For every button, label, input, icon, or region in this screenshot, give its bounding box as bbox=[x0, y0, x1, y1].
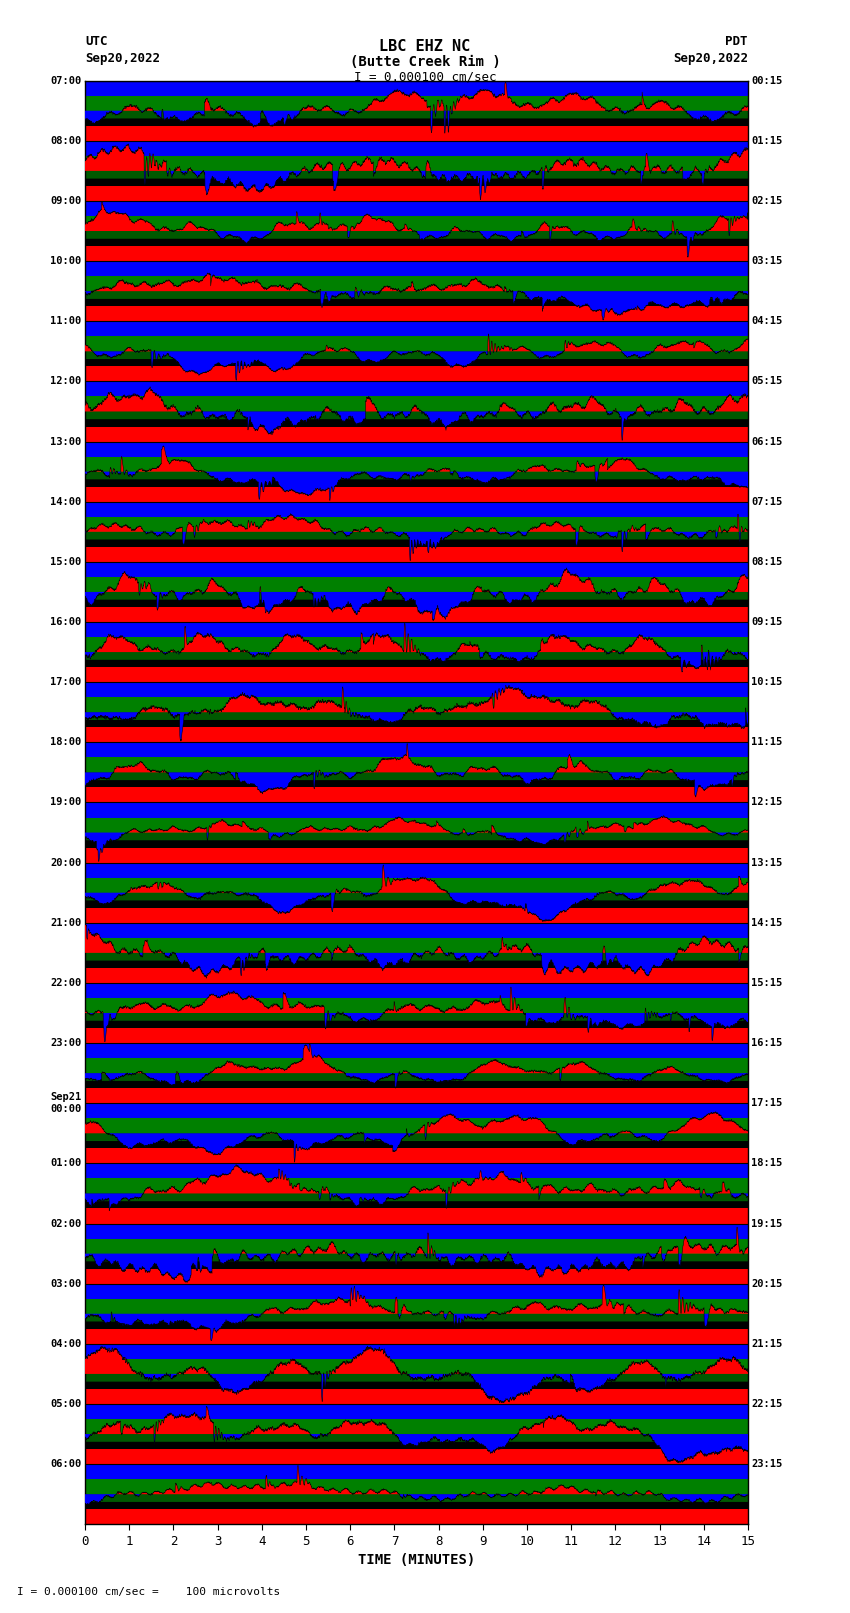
Text: 16:15: 16:15 bbox=[751, 1039, 783, 1048]
Text: 18:00: 18:00 bbox=[50, 737, 82, 747]
Text: 06:15: 06:15 bbox=[751, 437, 783, 447]
Text: 07:00: 07:00 bbox=[50, 76, 82, 85]
Text: UTC: UTC bbox=[85, 35, 107, 48]
Text: 03:00: 03:00 bbox=[50, 1279, 82, 1289]
X-axis label: TIME (MINUTES): TIME (MINUTES) bbox=[358, 1553, 475, 1568]
Text: 03:15: 03:15 bbox=[751, 256, 783, 266]
Text: LBC EHZ NC: LBC EHZ NC bbox=[379, 39, 471, 53]
Text: 01:00: 01:00 bbox=[50, 1158, 82, 1168]
Text: 07:15: 07:15 bbox=[751, 497, 783, 506]
Text: Sep20,2022: Sep20,2022 bbox=[85, 52, 160, 65]
Text: 20:15: 20:15 bbox=[751, 1279, 783, 1289]
Text: 14:15: 14:15 bbox=[751, 918, 783, 927]
Text: 19:00: 19:00 bbox=[50, 797, 82, 808]
Text: (Butte Creek Rim ): (Butte Creek Rim ) bbox=[349, 55, 501, 69]
Text: 14:00: 14:00 bbox=[50, 497, 82, 506]
Text: Sep20,2022: Sep20,2022 bbox=[673, 52, 748, 65]
Text: 04:00: 04:00 bbox=[50, 1339, 82, 1348]
Text: 04:15: 04:15 bbox=[751, 316, 783, 326]
Text: 17:15: 17:15 bbox=[751, 1098, 783, 1108]
Text: 10:15: 10:15 bbox=[751, 677, 783, 687]
Text: 06:00: 06:00 bbox=[50, 1460, 82, 1469]
Text: 02:00: 02:00 bbox=[50, 1218, 82, 1229]
Text: 11:15: 11:15 bbox=[751, 737, 783, 747]
Text: 15:00: 15:00 bbox=[50, 556, 82, 566]
Text: 09:15: 09:15 bbox=[751, 618, 783, 627]
Text: 12:15: 12:15 bbox=[751, 797, 783, 808]
Text: 09:00: 09:00 bbox=[50, 195, 82, 206]
Text: 23:00: 23:00 bbox=[50, 1039, 82, 1048]
Text: 16:00: 16:00 bbox=[50, 618, 82, 627]
Text: 18:15: 18:15 bbox=[751, 1158, 783, 1168]
Text: 17:00: 17:00 bbox=[50, 677, 82, 687]
Text: 01:15: 01:15 bbox=[751, 135, 783, 145]
Text: 13:00: 13:00 bbox=[50, 437, 82, 447]
Text: 23:15: 23:15 bbox=[751, 1460, 783, 1469]
Text: 11:00: 11:00 bbox=[50, 316, 82, 326]
Text: 21:00: 21:00 bbox=[50, 918, 82, 927]
Text: 00:15: 00:15 bbox=[751, 76, 783, 85]
Text: 08:00: 08:00 bbox=[50, 135, 82, 145]
Text: I = 0.000100 cm/sec: I = 0.000100 cm/sec bbox=[354, 71, 496, 84]
Text: 22:15: 22:15 bbox=[751, 1398, 783, 1410]
Text: 19:15: 19:15 bbox=[751, 1218, 783, 1229]
Text: 20:00: 20:00 bbox=[50, 858, 82, 868]
Text: 02:15: 02:15 bbox=[751, 195, 783, 206]
Text: 15:15: 15:15 bbox=[751, 977, 783, 987]
Text: Sep21
00:00: Sep21 00:00 bbox=[50, 1092, 82, 1115]
Text: 12:00: 12:00 bbox=[50, 376, 82, 387]
Text: 08:15: 08:15 bbox=[751, 556, 783, 566]
Text: 22:00: 22:00 bbox=[50, 977, 82, 987]
Text: I = 0.000100 cm/sec =    100 microvolts: I = 0.000100 cm/sec = 100 microvolts bbox=[17, 1587, 280, 1597]
Text: 05:15: 05:15 bbox=[751, 376, 783, 387]
Text: PDT: PDT bbox=[726, 35, 748, 48]
Text: 05:00: 05:00 bbox=[50, 1398, 82, 1410]
Text: 13:15: 13:15 bbox=[751, 858, 783, 868]
Text: 10:00: 10:00 bbox=[50, 256, 82, 266]
Text: 21:15: 21:15 bbox=[751, 1339, 783, 1348]
